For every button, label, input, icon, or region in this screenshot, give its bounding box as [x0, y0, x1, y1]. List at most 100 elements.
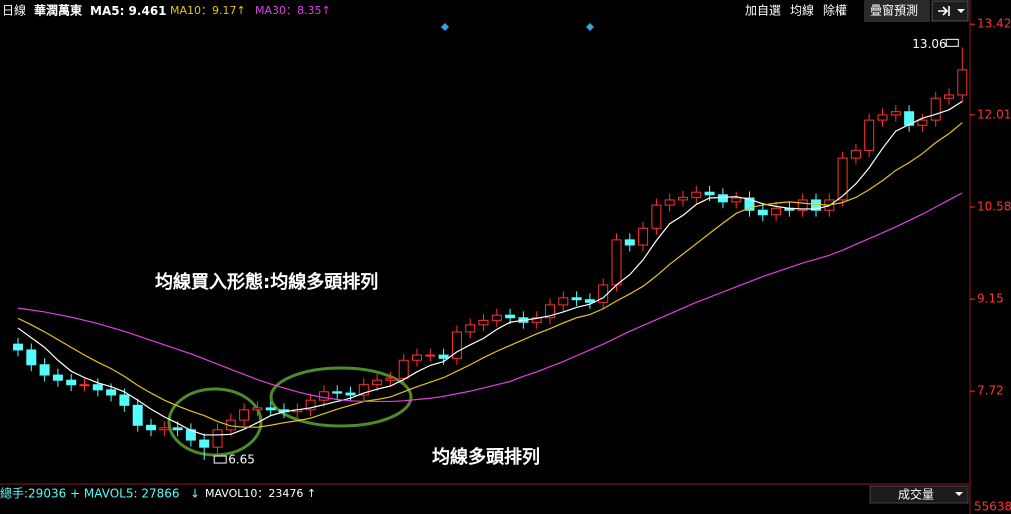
candle-body [545, 304, 555, 319]
candle-body [864, 119, 875, 151]
candle-body [358, 384, 369, 396]
candle-body [957, 69, 968, 96]
candle-body [757, 209, 768, 216]
candle-body [398, 359, 409, 379]
menu-button[interactable] [931, 0, 969, 22]
y-tick-label: 13.42 [977, 17, 1011, 31]
candle-body [571, 297, 582, 301]
candle-body [172, 427, 183, 431]
legend-entry: MA30：8.35↑ [255, 4, 331, 17]
highlight-ellipse [167, 387, 263, 457]
candle-body [930, 97, 941, 121]
y-tick-label: 7.72 [977, 384, 1004, 398]
icon [957, 9, 965, 13]
y-tick-label: 9.15 [977, 292, 1004, 306]
y-tick-label: 10.58 [977, 200, 1011, 214]
candle-body [531, 317, 542, 323]
candle-body [944, 94, 954, 99]
candle-body [611, 239, 622, 286]
candle-body [837, 157, 848, 201]
candle-body [664, 199, 675, 206]
forecast-button-bg[interactable] [864, 0, 930, 22]
ma-line [17, 122, 963, 428]
candle-body [239, 409, 250, 421]
candle-body [505, 314, 516, 319]
volume-axis-label: 55638 [974, 500, 1011, 514]
candle-body [717, 194, 728, 203]
stock-name: 華潤萬東 [34, 3, 82, 18]
candle-body [691, 191, 702, 198]
candle-body [385, 377, 396, 381]
candle-body [199, 439, 210, 448]
candle-body [66, 379, 77, 386]
candle-body [318, 391, 329, 401]
candle-body [79, 384, 90, 387]
legend-entry: MA10：9.17↑ [170, 4, 246, 17]
candle-body [92, 384, 103, 391]
candle-body [624, 239, 635, 246]
candle-body [332, 391, 343, 394]
candle-body [132, 404, 143, 426]
highlight-ellipse [269, 366, 413, 428]
volume-ma10: MAVOL10：23476 ↑ [205, 487, 316, 500]
volume-button[interactable]: 成交量 [898, 487, 934, 502]
event-marker [441, 23, 594, 31]
candle-body [877, 114, 888, 121]
toolbar-button[interactable]: 加自選 [745, 4, 781, 18]
high-label: 13.06 [912, 37, 946, 51]
period[interactable]: 日線 [2, 3, 26, 18]
annotation: 均線多頭排列 [432, 446, 540, 468]
candle-body [651, 204, 662, 229]
icon [955, 492, 963, 496]
candle-body [119, 394, 130, 406]
candle-body [797, 199, 808, 211]
candle-body [438, 354, 449, 359]
candle-body [558, 297, 569, 306]
icon: ↓ [190, 487, 200, 501]
candle-body [744, 197, 755, 211]
candle-body [584, 299, 595, 303]
forecast-button[interactable]: 疊窗預測 [870, 4, 918, 18]
legend-entry: MA5: 9.461 [90, 4, 167, 18]
candle-body [26, 349, 37, 366]
icon [938, 6, 950, 16]
candle-body [465, 324, 476, 333]
candle-body [372, 379, 383, 386]
candle-body [106, 389, 117, 396]
candle-body [212, 429, 223, 448]
candle-body [890, 111, 901, 116]
candle-body [305, 399, 316, 411]
candle-body [771, 207, 782, 216]
ma-line [17, 100, 963, 436]
candle-body [451, 331, 462, 359]
volume-button-bg[interactable] [869, 485, 969, 504]
low-label: 6.65 [228, 453, 255, 467]
candle-body [425, 354, 436, 357]
candle-body [13, 343, 23, 351]
candle-body [412, 354, 422, 361]
candle-body [478, 319, 489, 326]
candle-body [850, 149, 861, 159]
candle-body [704, 191, 715, 196]
ma-legend: MA5: 9.461 MA10：9.17↑ MA30：8.35↑ [90, 4, 331, 18]
low-marker [213, 455, 227, 464]
candle-body [252, 407, 263, 411]
candle-body [678, 196, 688, 201]
candle-body [146, 424, 156, 431]
high-marker [945, 38, 959, 47]
toolbar-button[interactable]: 除權 [823, 3, 847, 18]
y-tick-label: 12.01 [977, 107, 1011, 121]
candle-body [491, 314, 502, 321]
candle-body [917, 119, 928, 126]
candle-body [265, 407, 276, 411]
candle-body [345, 392, 356, 396]
candle-body [39, 364, 50, 376]
candle-body [159, 427, 170, 431]
annotation: 均線買入形態:均線多頭排列 [155, 271, 378, 293]
ma-line [17, 192, 963, 403]
volume-summary: 總手:29036 + MAVOL5: 27866 [0, 486, 180, 501]
candle-body [731, 197, 742, 203]
toolbar-button[interactable]: 均線 [790, 3, 814, 18]
candle-body [52, 374, 63, 381]
